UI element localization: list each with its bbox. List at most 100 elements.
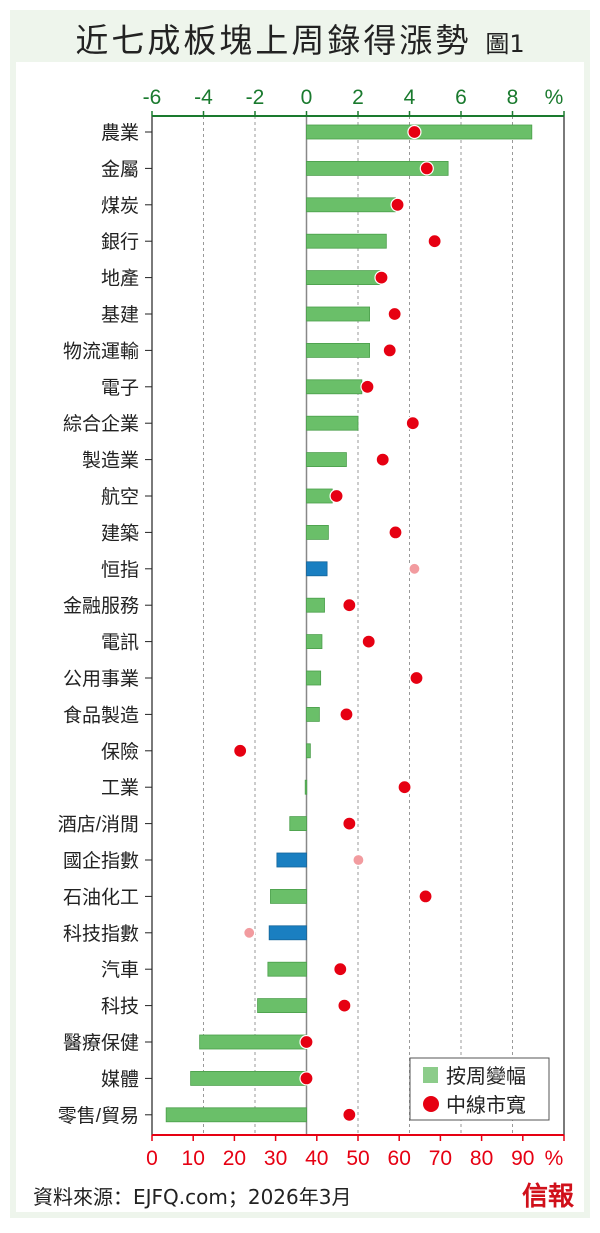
weekly-change-bar xyxy=(257,998,307,1013)
top-axis-tick-label: 8 xyxy=(507,86,519,109)
publisher-logo: 信報 xyxy=(522,1182,575,1212)
category-label: 電子 xyxy=(101,378,139,399)
top-axis-tick-label: -6 xyxy=(143,86,162,109)
breadth-dot xyxy=(427,234,442,249)
bottom-axis-tick-label: 30 xyxy=(264,1147,287,1170)
category-label: 公用事業 xyxy=(63,668,139,690)
breadth-dot xyxy=(409,670,424,686)
breadth-dot xyxy=(233,743,248,758)
weekly-change-bar xyxy=(304,779,308,795)
weekly-change-bar xyxy=(306,743,311,759)
source-note: 資料來源：EJFQ.com；2026年3月 xyxy=(33,1185,352,1209)
weekly-change-bar xyxy=(270,889,307,904)
bottom-axis-tick-label: 80 xyxy=(470,1147,493,1170)
weekly-change-bar xyxy=(306,488,333,504)
weekly-change-bar xyxy=(276,852,307,868)
top-axis-tick-label: -4 xyxy=(194,86,213,109)
bottom-axis-tick-label: 70 xyxy=(429,1147,452,1170)
top-axis-tick-label: 2 xyxy=(352,86,364,109)
category-label: 國企指數 xyxy=(63,850,139,872)
top-axis-tick-label: 4 xyxy=(404,86,416,109)
weekly-change-bar xyxy=(306,160,449,176)
breadth-dot xyxy=(342,1107,357,1122)
figure-label: 圖1 xyxy=(485,30,525,58)
category-label: 工業 xyxy=(101,777,139,799)
legend-bar-swatch xyxy=(423,1067,438,1083)
breadth-dot xyxy=(299,1071,314,1086)
weekly-change-bar xyxy=(306,634,323,649)
category-label: 酒店/消閒 xyxy=(58,814,139,836)
weekly-change-bar xyxy=(267,961,307,977)
weekly-change-bar xyxy=(306,342,370,358)
weekly-change-bar xyxy=(306,233,387,249)
bottom-axis-tick-label: 10 xyxy=(182,1147,205,1170)
bottom-axis-tick-label: 0 xyxy=(146,1147,158,1170)
category-label: 保險 xyxy=(101,741,139,763)
weekly-change-bar xyxy=(165,1107,307,1123)
weekly-change-bar xyxy=(306,306,370,322)
plot-panel xyxy=(16,62,584,1212)
category-label: 媒體 xyxy=(101,1068,139,1090)
category-label: 銀行 xyxy=(101,231,139,253)
bottom-axis-tick-label: 60 xyxy=(388,1147,411,1170)
legend-bar-label: 按周變幅 xyxy=(446,1065,526,1088)
category-label: 科技 xyxy=(101,996,139,1018)
weekly-change-bar xyxy=(306,525,329,540)
breadth-dot xyxy=(390,197,405,212)
breadth-dot xyxy=(407,124,422,140)
category-label: 物流運輸 xyxy=(63,340,139,362)
breadth-dot xyxy=(387,306,402,322)
breadth-dot xyxy=(337,998,352,1013)
breadth-dot xyxy=(352,853,365,867)
breadth-dot xyxy=(243,926,256,939)
breadth-dot xyxy=(342,816,357,831)
top-axis-tick-label: -2 xyxy=(246,86,265,109)
top-axis-tick-label: 0 xyxy=(301,86,313,109)
weekly-change-bar xyxy=(306,270,381,286)
category-label: 煤炭 xyxy=(101,195,139,217)
weekly-change-bar xyxy=(306,561,328,577)
breadth-dot xyxy=(361,634,376,649)
weekly-change-bar xyxy=(306,707,320,722)
weekly-change-bar xyxy=(306,379,363,395)
breadth-dot xyxy=(329,488,344,504)
category-label: 製造業 xyxy=(82,450,139,472)
weekly-change-bar xyxy=(306,597,325,613)
bottom-axis-tick-label: 50 xyxy=(346,1147,369,1170)
top-axis-unit: % xyxy=(545,86,564,109)
breadth-dot xyxy=(397,780,412,795)
weekly-change-bar xyxy=(268,925,307,941)
category-label: 汽車 xyxy=(101,959,139,981)
weekly-change-bar xyxy=(199,1034,307,1050)
breadth-dot xyxy=(339,707,354,722)
breadth-dot xyxy=(360,379,375,394)
category-label: 農業 xyxy=(101,122,139,144)
breadth-dot xyxy=(408,562,421,575)
category-label: 石油化工 xyxy=(63,886,139,908)
category-label: 醫療保健 xyxy=(63,1032,139,1054)
breadth-dot xyxy=(405,416,420,431)
category-label: 航空 xyxy=(101,486,139,508)
breadth-dot xyxy=(342,598,357,613)
category-label: 電訊 xyxy=(101,632,139,654)
breadth-dot xyxy=(418,889,433,904)
category-label: 金融服務 xyxy=(63,595,139,617)
category-label: 建築 xyxy=(101,522,139,544)
category-label: 恒指 xyxy=(101,559,139,581)
weekly-change-bar xyxy=(190,1071,307,1086)
weekly-change-bar xyxy=(306,197,396,213)
legend-dot-label: 中線市寬 xyxy=(446,1094,526,1117)
title-text: 近七成板塊上周錄得漲勢 xyxy=(75,21,472,60)
category-label: 零售/貿易 xyxy=(58,1105,139,1127)
breadth-dot xyxy=(299,1034,314,1050)
category-label: 基建 xyxy=(101,304,139,326)
bottom-axis-tick-label: 40 xyxy=(305,1147,328,1170)
bottom-axis-tick-label: 90 xyxy=(511,1147,534,1170)
category-label: 食品製造 xyxy=(63,704,139,726)
category-label: 綜合企業 xyxy=(63,413,139,435)
weekly-change-bar xyxy=(306,670,322,686)
weekly-change-bar xyxy=(306,452,347,468)
bottom-axis-tick-label: 20 xyxy=(223,1147,246,1170)
